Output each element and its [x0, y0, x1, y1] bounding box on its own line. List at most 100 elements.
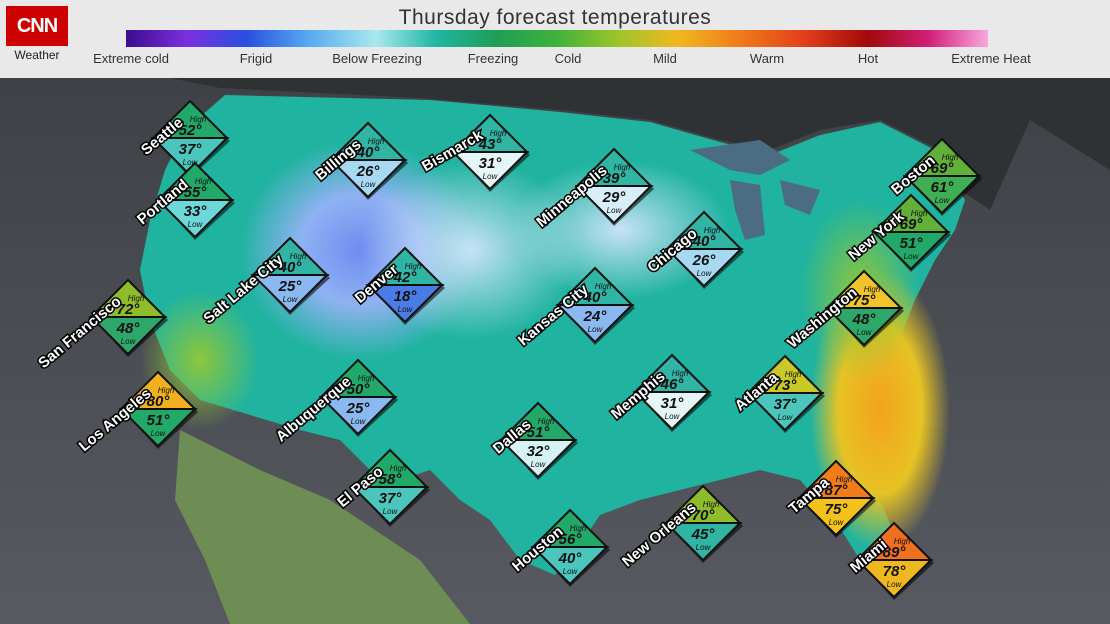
low-tag: Low — [857, 328, 873, 337]
scale-label-freezing: Freezing — [467, 51, 519, 66]
scale-label-hot: Hot — [857, 51, 879, 66]
low-temp-value: 25° — [278, 278, 303, 295]
high-tag: High — [358, 374, 375, 383]
low-tag: Low — [778, 413, 794, 422]
high-temp-value: 42° — [393, 269, 418, 286]
high-temp-value: 73° — [774, 377, 798, 394]
low-tag: Low — [607, 206, 623, 215]
high-temp-value: 55° — [184, 184, 208, 201]
high-tag: High — [672, 369, 689, 378]
low-temp-value: 26° — [356, 163, 381, 180]
high-tag: High — [368, 137, 385, 146]
high-temp-value: 87° — [825, 482, 849, 499]
high-temp-value: 72° — [117, 301, 141, 318]
header-bar: CNN Weather Thursday forecast temperatur… — [0, 0, 1110, 78]
high-temp-value: 39° — [603, 170, 627, 187]
high-tag: High — [538, 417, 555, 426]
low-temp-value: 32° — [527, 443, 551, 460]
low-tag: Low — [696, 543, 712, 552]
low-temp-value: 75° — [825, 501, 849, 518]
low-temp-value: 48° — [852, 311, 877, 328]
low-temp-swatch — [250, 274, 330, 314]
low-temp-value: 37° — [774, 396, 798, 413]
high-tag: High — [195, 177, 212, 186]
low-temp-swatch — [350, 486, 430, 526]
high-tag: High — [614, 163, 631, 172]
high-tag: High — [836, 475, 853, 484]
high-tag: High — [158, 386, 175, 395]
low-temp-swatch — [902, 175, 982, 215]
low-temp-swatch — [498, 439, 578, 479]
low-tag: Low — [531, 460, 547, 469]
low-tag: Low — [121, 337, 137, 346]
high-temp-value: 69° — [931, 160, 955, 177]
low-temp-value: 51° — [147, 412, 171, 429]
low-temp-swatch — [632, 391, 712, 431]
low-tag: Low — [588, 325, 604, 334]
logo-subtitle: Weather — [14, 48, 60, 62]
low-temp-swatch — [745, 392, 825, 432]
low-temp-value: 33° — [184, 203, 208, 220]
low-temp-swatch — [555, 304, 635, 344]
high-tag: High — [290, 252, 307, 261]
high-temp-value: 40° — [356, 144, 381, 161]
low-temp-swatch — [88, 316, 168, 356]
high-tag: High — [864, 285, 881, 294]
low-temp-value: 78° — [883, 563, 907, 580]
low-temp-value: 37° — [179, 141, 203, 158]
mexico-landmass — [175, 430, 470, 624]
low-temp-swatch — [150, 137, 230, 177]
low-tag: Low — [188, 220, 204, 229]
low-temp-swatch — [796, 497, 876, 537]
low-tag: Low — [361, 180, 377, 189]
scale-label-cold: Cold — [554, 51, 582, 66]
high-temp-value: 70° — [692, 507, 716, 524]
temperature-map: High52°37°LowSeattleHigh55°33°LowPortlan… — [0, 78, 1110, 624]
high-tag: High — [911, 209, 928, 218]
high-temp-value: 58° — [379, 471, 403, 488]
high-tag: High — [405, 262, 422, 271]
low-temp-swatch — [663, 522, 743, 562]
scale-label-extreme-heat: Extreme Heat — [951, 51, 1031, 66]
low-temp-swatch — [118, 408, 198, 448]
high-temp-value: 40° — [278, 259, 303, 276]
high-temp-value: 80° — [147, 393, 171, 410]
high-temp-value: 46° — [660, 376, 685, 393]
high-tag: High — [785, 370, 802, 379]
low-temp-value: 45° — [691, 526, 716, 543]
low-temp-swatch — [854, 559, 934, 599]
high-temp-value: 40° — [692, 233, 717, 250]
high-temp-value: 52° — [179, 122, 203, 139]
cold-region-midwest — [510, 160, 730, 300]
high-tag: High — [595, 282, 612, 291]
low-tag: Low — [697, 269, 713, 278]
high-tag: High — [190, 115, 207, 124]
high-temp-value: 40° — [583, 289, 608, 306]
low-temp-value: 26° — [692, 252, 717, 269]
high-tag: High — [703, 500, 720, 509]
low-tag: Low — [483, 172, 499, 181]
low-temp-value: 37° — [379, 490, 403, 507]
scale-label-mild: Mild — [653, 51, 677, 66]
low-temp-swatch — [871, 231, 951, 271]
high-temp-value: 75° — [853, 292, 877, 309]
low-temp-swatch — [155, 199, 235, 239]
low-temp-swatch — [318, 396, 398, 436]
low-temp-value: 24° — [583, 308, 608, 325]
low-tag: Low — [887, 580, 903, 589]
cnn-logo: CNN — [6, 6, 68, 46]
great-lakes — [690, 140, 820, 240]
low-temp-swatch — [574, 185, 654, 225]
low-temp-value: 31° — [479, 155, 503, 172]
low-tag: Low — [151, 429, 167, 438]
high-temp-value: 56° — [559, 531, 583, 548]
high-tag: High — [490, 129, 507, 138]
canada-landmass — [170, 78, 1110, 210]
low-temp-swatch — [365, 284, 445, 324]
low-temp-value: 61° — [931, 179, 955, 196]
scale-label-frigid: Frigid — [239, 51, 273, 66]
high-tag: High — [390, 464, 407, 473]
high-temp-value: 43° — [478, 136, 503, 153]
